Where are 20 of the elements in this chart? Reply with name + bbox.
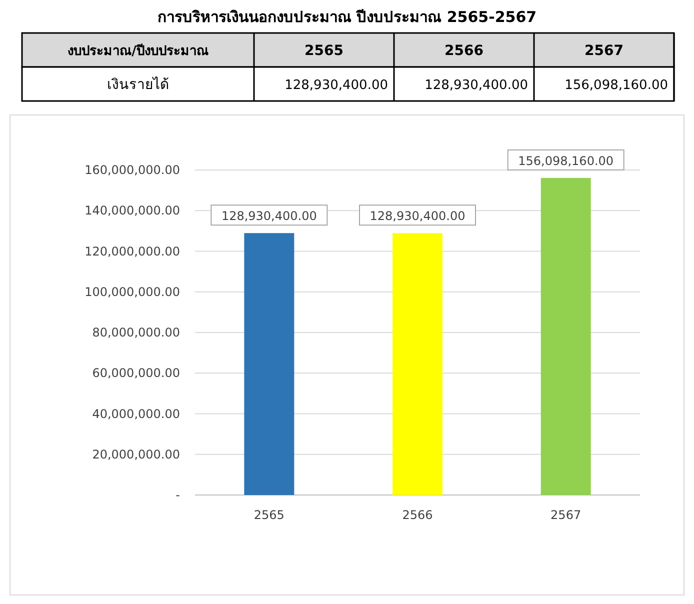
- y-tick-label: 80,000,000.00: [92, 326, 180, 340]
- y-tick-label: 40,000,000.00: [92, 406, 180, 421]
- text: 156,098,160.00: [518, 154, 614, 168]
- y-tick-label: 20,000,000.00: [92, 447, 180, 462]
- data-label: 128,930,400.00: [424, 78, 528, 93]
- y-tick-label: 140,000,000.00: [84, 204, 180, 218]
- x-tick-label: 2565: [254, 508, 284, 522]
- x-tick-label: 2567: [550, 508, 582, 522]
- data-label: 156,098,160.00: [564, 78, 668, 93]
- text: 128,930,400.00: [370, 209, 466, 224]
- values-table: งบประมาณ/ปีงบประมาณ เงินรายได้ 2565 128,930,400.00 2566 128,930,400.00 2567 156,098,160.00: [21, 32, 675, 102]
- chart-title: การบริหารเงินนอกงบประมาณ ปีงบประมาณ 2565-2567: [157, 8, 537, 26]
- y-tick-label: 60,000,000.00: [92, 366, 180, 380]
- text: 128,930,400.00: [221, 209, 317, 224]
- data-label: 128,930,400.00: [284, 78, 388, 93]
- x-tick-label: 2566: [402, 508, 433, 522]
- y-tick-label: -: [176, 488, 180, 502]
- y-tick-label: 100,000,000.00: [84, 284, 180, 299]
- y-tick-label: 160,000,000.00: [84, 163, 180, 177]
- y-tick-label: 120,000,000.00: [84, 244, 180, 258]
